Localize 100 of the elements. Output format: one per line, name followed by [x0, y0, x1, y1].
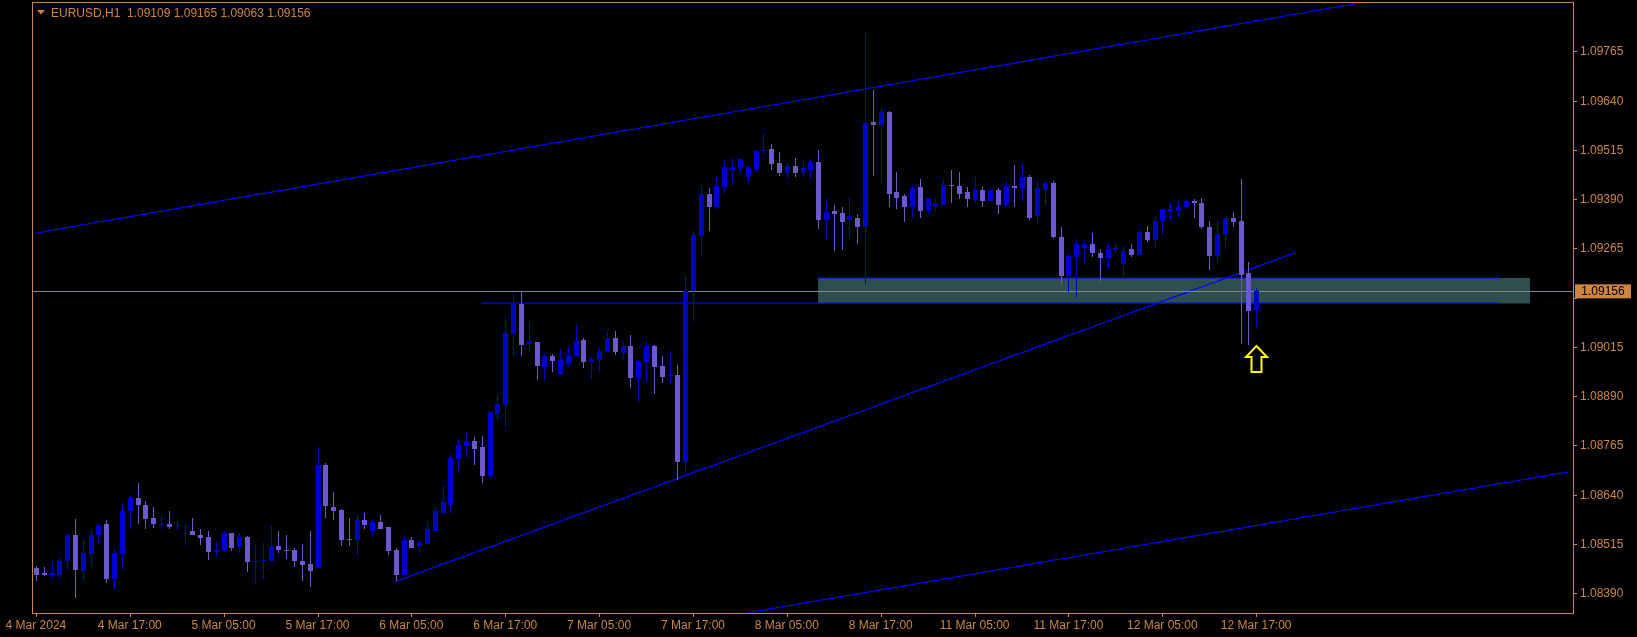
candlestick — [808, 158, 813, 180]
candlestick — [151, 506, 156, 529]
candlestick — [433, 506, 438, 532]
candlestick — [1192, 198, 1197, 219]
candlestick — [894, 171, 899, 210]
y-tick-label: 1.09765 — [1580, 44, 1624, 59]
candlestick — [206, 530, 211, 561]
candlestick — [636, 359, 641, 403]
x-tick-label: 11 Mar 05:00 — [939, 618, 1010, 632]
candlestick — [973, 176, 978, 204]
candlestick — [1020, 162, 1025, 202]
candlestick — [574, 323, 579, 357]
candlestick — [902, 193, 907, 223]
candlestick — [855, 213, 860, 245]
candlestick — [965, 186, 970, 208]
candlestick — [652, 344, 657, 395]
candlestick — [456, 438, 461, 474]
candlestick — [1004, 180, 1009, 208]
candlestick — [879, 107, 884, 184]
candlestick — [1223, 217, 1228, 250]
candlestick — [159, 515, 164, 530]
candlestick — [769, 143, 774, 171]
candlestick — [613, 330, 618, 356]
candlestick — [777, 151, 782, 177]
candlestick — [1043, 180, 1048, 206]
candlestick — [253, 544, 258, 584]
x-tick-label: 8 Mar 17:00 — [848, 618, 914, 632]
candlestick — [840, 206, 845, 251]
candlestick — [660, 355, 665, 384]
x-tick-label: 6 Mar 17:00 — [473, 618, 538, 632]
x-tick-label: 6 Mar 05:00 — [379, 618, 444, 632]
x-tick-label: 5 Mar 17:00 — [285, 618, 350, 632]
candlestick — [57, 556, 62, 580]
y-tick-label: 1.09015 — [1580, 339, 1624, 354]
x-tick-label: 7 Mar 05:00 — [567, 618, 632, 632]
candlestick — [464, 431, 469, 459]
chart-title: EURUSD,H1 1.09109 1.09165 1.09063 1.09156 — [51, 6, 311, 20]
candlestick — [1106, 243, 1111, 269]
candlestick — [832, 204, 837, 252]
candlestick — [918, 178, 923, 219]
candlestick — [128, 495, 133, 530]
candlestick — [1160, 208, 1165, 236]
candlestick — [996, 187, 1001, 215]
candlestick — [1074, 238, 1079, 298]
candlestick — [668, 350, 673, 385]
candlestick — [1082, 241, 1087, 265]
candlestick — [730, 157, 735, 187]
candlestick — [1215, 220, 1220, 263]
y-tick-label: 1.08515 — [1580, 537, 1624, 552]
candlestick — [824, 197, 829, 241]
candlestick — [143, 500, 148, 530]
candlestick — [495, 394, 500, 421]
x-tick-label: 12 Mar 17:00 — [1220, 618, 1292, 632]
x-tick-label: 5 Mar 05:00 — [191, 618, 256, 632]
candlestick — [910, 185, 915, 219]
y-tick-label: 1.09265 — [1580, 241, 1624, 256]
candlestick — [714, 175, 719, 210]
candlestick — [1137, 228, 1142, 256]
candlestick — [347, 517, 352, 547]
candlestick — [183, 523, 188, 546]
candlestick — [300, 543, 305, 582]
candlestick — [1153, 215, 1158, 249]
candlestick — [1012, 164, 1017, 208]
candlestick — [941, 178, 946, 206]
y-tick-label: 1.09640 — [1580, 93, 1624, 108]
candlestick — [1066, 253, 1071, 293]
candlestick — [707, 187, 712, 232]
candlestick — [558, 348, 563, 376]
candlestick — [386, 526, 391, 556]
candlestick — [746, 164, 751, 184]
y-tick-label: 1.08390 — [1580, 586, 1624, 601]
candlestick — [284, 534, 289, 560]
candlestick — [550, 353, 555, 373]
candlestick — [644, 340, 649, 383]
candlestick — [331, 491, 336, 521]
candlestick — [542, 353, 547, 382]
candlestick — [597, 346, 602, 373]
y-tick-label: 1.09515 — [1580, 142, 1624, 157]
candlestick — [1098, 248, 1103, 282]
candlestick — [980, 186, 985, 208]
candlestick — [81, 539, 86, 582]
candlestick — [754, 149, 759, 173]
candlestick — [621, 340, 626, 360]
x-tick-label: 12 Mar 05:00 — [1126, 618, 1199, 632]
candlestick — [89, 528, 94, 567]
x-tick-label: 7 Mar 17:00 — [660, 618, 726, 632]
candlestick — [566, 346, 571, 368]
candlestick — [96, 522, 101, 544]
y-tick-label: 1.08640 — [1580, 487, 1624, 502]
y-tick-label: 1.09390 — [1580, 192, 1624, 207]
candlestick — [355, 514, 360, 556]
candlestick — [871, 89, 876, 177]
candlestick — [527, 321, 532, 353]
candlestick — [793, 157, 798, 178]
candlestick — [222, 530, 227, 553]
candlestick — [957, 171, 962, 200]
candlestick — [292, 547, 297, 568]
candlestick — [308, 530, 313, 588]
x-tick-label: 4 Mar 2024 — [5, 618, 67, 632]
x-tick-label: 8 Mar 05:00 — [754, 618, 820, 632]
